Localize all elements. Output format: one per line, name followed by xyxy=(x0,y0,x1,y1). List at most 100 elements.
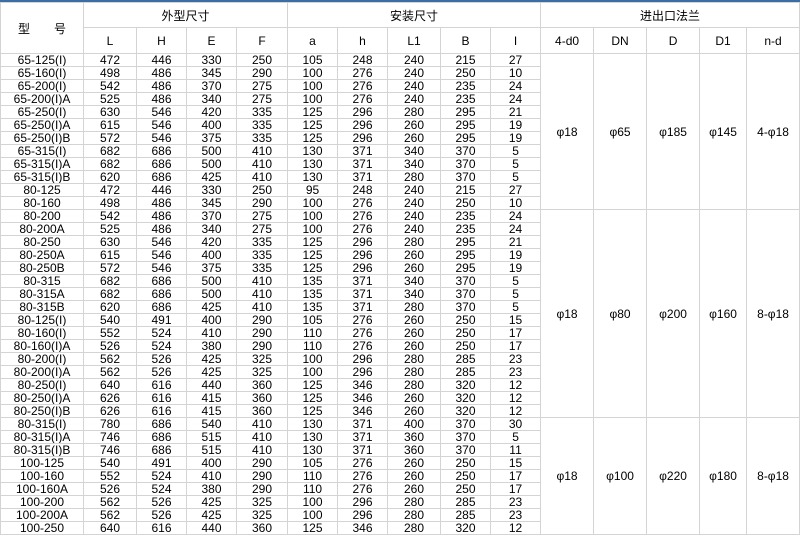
cell-i: 24 xyxy=(490,222,542,236)
cell-l1: 260 xyxy=(387,118,442,132)
cell-f: 410 xyxy=(235,287,289,301)
cell-l1: 240 xyxy=(387,79,442,93)
cell-h-install: 276 xyxy=(337,79,389,93)
cell-model: 65-200(I) xyxy=(0,79,84,93)
cell-b: 250 xyxy=(440,66,492,80)
cell-h-install: 276 xyxy=(337,66,389,80)
column-header-e: E xyxy=(186,27,237,54)
cell-f: 410 xyxy=(235,417,289,431)
cell-a: 125 xyxy=(287,404,339,418)
cell-i: 11 xyxy=(490,443,542,457)
cell-b: 295 xyxy=(440,248,492,262)
cell-f: 335 xyxy=(235,105,289,119)
cell-a: 135 xyxy=(287,287,339,301)
cell-l1: 260 xyxy=(387,261,442,275)
cell-i: 15 xyxy=(490,313,542,327)
table-row: 80-250A 615 546 400 335 125 296 260 295 19 xyxy=(0,248,800,262)
cell-b: 250 xyxy=(440,469,492,483)
cell-model: 80-250 xyxy=(0,235,84,249)
cell-e: 500 xyxy=(186,287,237,301)
cell-model: 80-250(I)B xyxy=(0,404,84,418)
cell-a: 100 xyxy=(287,352,339,366)
cell-h-install: 371 xyxy=(337,443,389,457)
cell-l: 562 xyxy=(83,352,137,366)
cell-h: 524 xyxy=(136,339,187,353)
cell-h-install: 296 xyxy=(337,495,389,509)
cell-l1: 360 xyxy=(387,430,442,444)
cell-l1: 240 xyxy=(387,183,442,197)
cell-l1: 260 xyxy=(387,482,442,496)
cell-f: 325 xyxy=(235,365,289,379)
cell-h: 526 xyxy=(136,495,187,509)
cell-e: 410 xyxy=(186,326,237,340)
flange-n-d: 8-φ18 xyxy=(746,209,800,418)
cell-i: 24 xyxy=(490,92,542,106)
cell-i: 10 xyxy=(490,66,542,80)
cell-l: 525 xyxy=(83,92,137,106)
cell-a: 95 xyxy=(287,183,339,197)
cell-b: 285 xyxy=(440,495,492,509)
cell-b: 235 xyxy=(440,92,492,106)
cell-f: 360 xyxy=(235,404,289,418)
cell-l1: 280 xyxy=(387,495,442,509)
cell-model: 80-315B xyxy=(0,300,84,314)
table-row: 100-160 552 524 410 290 110 276 260 250 17 xyxy=(0,469,800,483)
cell-h: 546 xyxy=(136,131,187,145)
cell-model: 100-160 xyxy=(0,469,84,483)
cell-a: 125 xyxy=(287,391,339,405)
table-row: 80-315 682 686 500 410 135 371 340 370 5 xyxy=(0,274,800,288)
flange-d1: φ145 xyxy=(699,53,748,210)
cell-b: 250 xyxy=(440,313,492,327)
column-header-b: B xyxy=(440,27,492,54)
cell-b: 370 xyxy=(440,300,492,314)
table-row: 80-250(I)A 626 616 415 360 125 346 260 320 12 xyxy=(0,391,800,405)
cell-i: 23 xyxy=(490,352,542,366)
table-row: 80-315A 682 686 500 410 135 371 340 370 5 xyxy=(0,287,800,301)
cell-a: 105 xyxy=(287,313,339,327)
cell-f: 290 xyxy=(235,456,289,470)
cell-model: 65-315(I)B xyxy=(0,170,84,184)
cell-b: 250 xyxy=(440,456,492,470)
cell-a: 125 xyxy=(287,235,339,249)
cell-h: 526 xyxy=(136,352,187,366)
cell-f: 250 xyxy=(235,183,289,197)
cell-h: 686 xyxy=(136,287,187,301)
cell-b: 370 xyxy=(440,144,492,158)
table-row: 100-250 640 616 440 360 125 346 280 320 12 xyxy=(0,521,800,535)
cell-f: 335 xyxy=(235,248,289,262)
cell-h-install: 276 xyxy=(337,313,389,327)
cell-model: 100-200 xyxy=(0,495,84,509)
table-row: 80-250(I)B 626 616 415 360 125 346 260 320 12 xyxy=(0,404,800,418)
cell-f: 360 xyxy=(235,378,289,392)
cell-b: 235 xyxy=(440,79,492,93)
cell-f: 410 xyxy=(235,170,289,184)
cell-model: 80-200(I) xyxy=(0,352,84,366)
cell-h-install: 371 xyxy=(337,157,389,171)
cell-a: 100 xyxy=(287,66,339,80)
cell-f: 290 xyxy=(235,313,289,327)
cell-l1: 260 xyxy=(387,469,442,483)
cell-h: 491 xyxy=(136,313,187,327)
cell-e: 420 xyxy=(186,105,237,119)
cell-i: 27 xyxy=(490,53,542,67)
cell-h: 616 xyxy=(136,378,187,392)
cell-l1: 240 xyxy=(387,53,442,67)
cell-b: 235 xyxy=(440,222,492,236)
cell-i: 5 xyxy=(490,300,542,314)
cell-h-install: 371 xyxy=(337,274,389,288)
cell-h-install: 248 xyxy=(337,53,389,67)
flange-d1: φ160 xyxy=(699,209,748,418)
column-header-d1: D1 xyxy=(699,27,748,54)
cell-l1: 280 xyxy=(387,365,442,379)
cell-e: 375 xyxy=(186,261,237,275)
cell-b: 320 xyxy=(440,378,492,392)
cell-l: 620 xyxy=(83,300,137,314)
cell-i: 17 xyxy=(490,469,542,483)
table-row: 65-250(I) 630 546 420 335 125 296 280 295 21 xyxy=(0,105,800,119)
cell-e: 330 xyxy=(186,183,237,197)
cell-i: 17 xyxy=(490,482,542,496)
cell-h-install: 276 xyxy=(337,92,389,106)
cell-h-install: 371 xyxy=(337,300,389,314)
cell-i: 15 xyxy=(490,456,542,470)
